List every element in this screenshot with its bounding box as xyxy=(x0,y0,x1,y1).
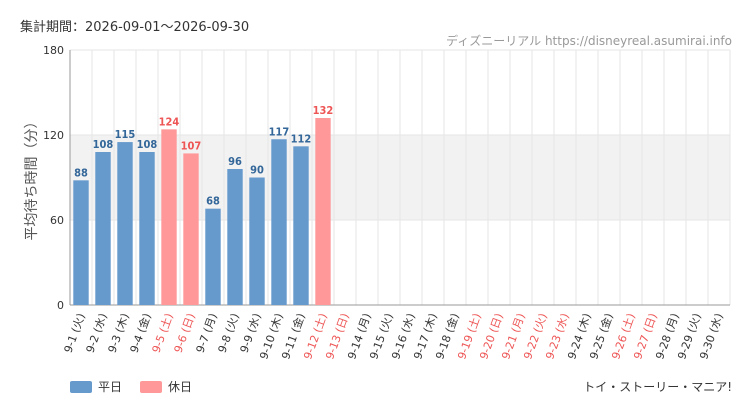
source-credit: ディズニーリアル https://disneyreal.asumirai.inf… xyxy=(446,34,732,48)
bar-value-label: 108 xyxy=(93,138,114,151)
legend-item-holiday: 休日 xyxy=(140,378,192,395)
bar-value-label: 115 xyxy=(115,128,136,141)
attraction-name: トイ・ストーリー・マニア! xyxy=(583,380,732,394)
bar xyxy=(271,139,287,305)
legend-label-weekday: 平日 xyxy=(98,380,123,394)
period-label: 集計期間：2026-09-01〜2026-09-30 xyxy=(20,20,250,35)
bar xyxy=(205,208,221,305)
bar xyxy=(161,129,177,305)
bar xyxy=(293,146,309,305)
legend-swatch-weekday xyxy=(70,380,92,393)
legend-item-weekday: 平日 xyxy=(70,378,122,395)
bar xyxy=(139,152,155,305)
legend-label-holiday: 休日 xyxy=(168,380,193,394)
bar xyxy=(249,177,265,305)
bar-value-label: 124 xyxy=(159,115,180,128)
bar-value-label: 112 xyxy=(291,132,312,145)
bar xyxy=(183,153,199,305)
bar-value-label: 68 xyxy=(206,195,220,208)
bar xyxy=(95,152,111,305)
bar-value-label: 132 xyxy=(313,104,334,117)
y-tick-label: 120 xyxy=(43,129,64,142)
legend: 平日 休日 xyxy=(70,378,192,395)
bar xyxy=(73,180,89,305)
bar-value-label: 108 xyxy=(137,138,158,151)
bar-value-label: 117 xyxy=(269,125,290,138)
y-tick-label: 60 xyxy=(50,214,64,227)
bar-value-label: 90 xyxy=(250,164,264,177)
bar xyxy=(227,169,243,305)
y-axis-title: 平均待ち時間（分） xyxy=(24,115,40,241)
legend-swatch-holiday xyxy=(140,380,163,393)
bar-value-label: 88 xyxy=(74,166,88,179)
bar xyxy=(117,142,133,305)
bar xyxy=(315,118,331,305)
bar-value-label: 107 xyxy=(181,139,202,152)
y-tick-label: 180 xyxy=(43,44,64,57)
y-tick-label: 0 xyxy=(57,299,64,312)
bar-value-label: 96 xyxy=(228,155,242,168)
